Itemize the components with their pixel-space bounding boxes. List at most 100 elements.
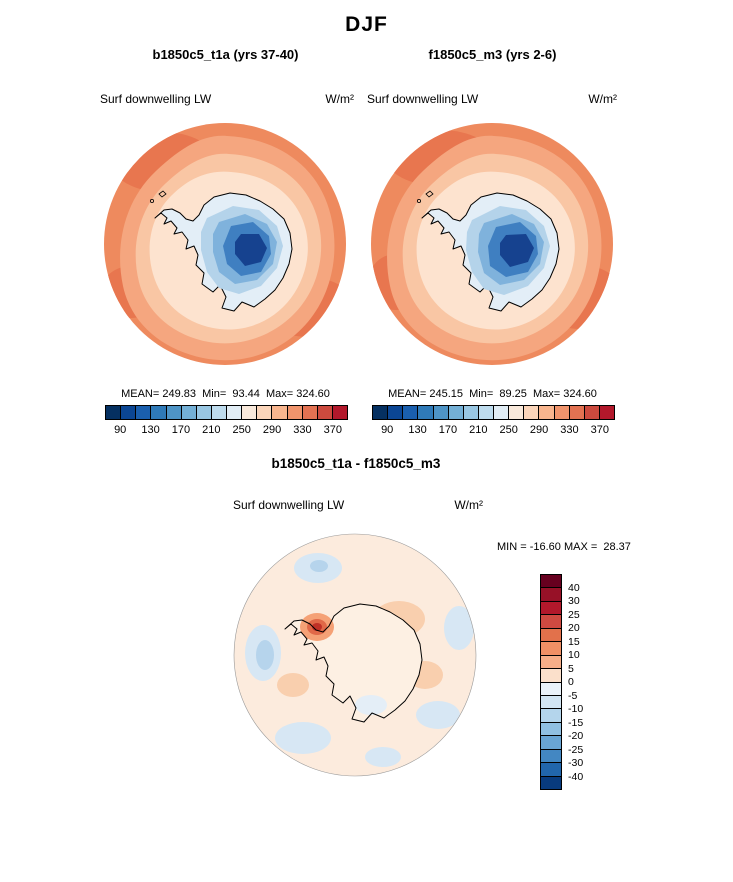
colorbar-segment <box>541 668 561 682</box>
colorbar-segment <box>373 406 388 419</box>
diff-negative-core <box>256 640 274 670</box>
tick-label: 250 <box>232 424 251 436</box>
colorbar-segment <box>286 406 302 419</box>
units-label: W/m² <box>588 92 617 106</box>
colorbar-segment <box>301 406 317 419</box>
colorbar-segment <box>541 575 561 588</box>
colorbar-segment <box>523 406 539 419</box>
colorbar-segment <box>180 406 196 419</box>
island-outline <box>417 199 422 204</box>
colorbar-segment <box>541 600 561 615</box>
tick-label: 15 <box>568 635 580 648</box>
map-diff-layers <box>234 534 476 776</box>
tick-label: -25 <box>568 743 584 756</box>
tick-label: 210 <box>202 424 221 436</box>
diff-colorbar <box>540 574 562 790</box>
tick-label: 20 <box>568 622 580 634</box>
diff-negative-inland <box>355 695 387 715</box>
colorbar-segment <box>493 406 509 419</box>
colorbar-segment <box>417 406 433 419</box>
island-outline <box>158 190 167 198</box>
colorbar-segment <box>447 406 463 419</box>
colorbar-segment <box>541 775 561 789</box>
map-right-layers <box>371 123 613 365</box>
diff-negative-patch <box>275 722 331 754</box>
tick-label: -15 <box>568 716 584 729</box>
colorbar-segment <box>432 406 448 419</box>
colorbar-segment <box>120 406 136 419</box>
ice-contour-core <box>235 234 267 266</box>
colorbar-segment <box>210 406 226 419</box>
colorbar-segment <box>541 762 561 776</box>
map-boundary <box>233 533 477 777</box>
ice-contour-core <box>500 234 534 267</box>
diff-minmax: MIN = -16.60 MAX = 28.37 <box>497 541 631 553</box>
colorbar-segment <box>553 406 569 419</box>
colorbar-segment <box>241 406 257 419</box>
colorbar-segment <box>402 406 418 419</box>
colorbar-segment <box>541 587 561 601</box>
colorbar-segment <box>568 406 584 419</box>
field-label: Surf downwelling LW <box>233 498 345 512</box>
tick-label: 130 <box>408 424 427 436</box>
field-label: Surf downwelling LW <box>367 92 479 106</box>
colorbar-segment <box>195 406 211 419</box>
colorbar-segment <box>541 735 561 749</box>
tick-label: -20 <box>568 730 584 742</box>
diff-colorbar-ticks: 40 30 25 20 15 10 5 0 -5 -10 -15 -20 -25 -30 -40 <box>568 574 602 790</box>
antarctica-coastline <box>284 603 423 723</box>
colorbar-segment <box>541 694 561 709</box>
tick-label: 210 <box>469 424 488 436</box>
map-right <box>371 123 613 365</box>
colorbar-left <box>105 405 348 420</box>
colorbar-segment <box>541 681 561 695</box>
tick-label: 290 <box>262 424 282 436</box>
colorbar-left-ticks: 90 130 170 210 250 290 330 370 <box>105 424 348 437</box>
colorbar-segment <box>541 748 561 763</box>
colorbar-segment <box>165 406 181 419</box>
tick-label: -10 <box>568 703 584 715</box>
diff-panel-labels: Surf downwelling LW W/m² <box>233 498 483 512</box>
colorbar-segment <box>541 654 561 669</box>
diff-panel-title: b1850c5_t1a - f1850c5_m3 <box>271 456 441 471</box>
map-left-layers <box>104 123 346 365</box>
colorbar-segment <box>583 406 599 419</box>
season-title: DJF <box>345 13 388 36</box>
panel-left-labels: Surf downwelling LW W/m² <box>100 92 354 106</box>
diff-negative-patch <box>416 701 460 729</box>
colorbar-right-ticks: 90 130 170 210 250 290 330 370 <box>372 424 615 437</box>
stats-right: MEAN= 245.15 Min= 89.25 Max= 324.60 <box>388 388 597 400</box>
units-label: W/m² <box>325 92 354 106</box>
colorbar-segment <box>226 406 242 419</box>
colorbar-segment <box>331 406 347 419</box>
colorbar-segment <box>598 406 614 419</box>
tick-label: 30 <box>568 595 580 607</box>
diff-negative-patch <box>444 606 474 650</box>
island-outline <box>425 190 434 198</box>
colorbar-segment <box>462 406 478 419</box>
tick-label: 10 <box>568 649 580 661</box>
diff-negative-patch <box>365 747 401 767</box>
tick-label: 0 <box>568 676 574 688</box>
tick-label: 5 <box>568 662 574 675</box>
panel-right-title: f1850c5_m3 (yrs 2-6) <box>428 47 557 62</box>
colorbar-segment <box>106 406 121 419</box>
tick-label: -30 <box>568 757 584 769</box>
field-label: Surf downwelling LW <box>100 92 212 106</box>
colorbar-segment <box>541 627 561 642</box>
tick-label: -5 <box>568 689 578 702</box>
panel-left-title: b1850c5_t1a (yrs 37-40) <box>152 47 299 62</box>
colorbar-segment <box>508 406 524 419</box>
colorbar-segment <box>316 406 332 419</box>
colorbar-segment <box>135 406 151 419</box>
tick-label: 25 <box>568 608 580 621</box>
colorbar-segment <box>387 406 403 419</box>
stats-left: MEAN= 249.83 Min= 93.44 Max= 324.60 <box>121 388 330 400</box>
panel-right-labels: Surf downwelling LW W/m² <box>367 92 617 106</box>
map-diff <box>233 533 477 777</box>
tick-label: 370 <box>323 424 342 436</box>
colorbar-segment <box>541 614 561 628</box>
units-label: W/m² <box>454 498 483 512</box>
island-outline <box>150 199 155 204</box>
